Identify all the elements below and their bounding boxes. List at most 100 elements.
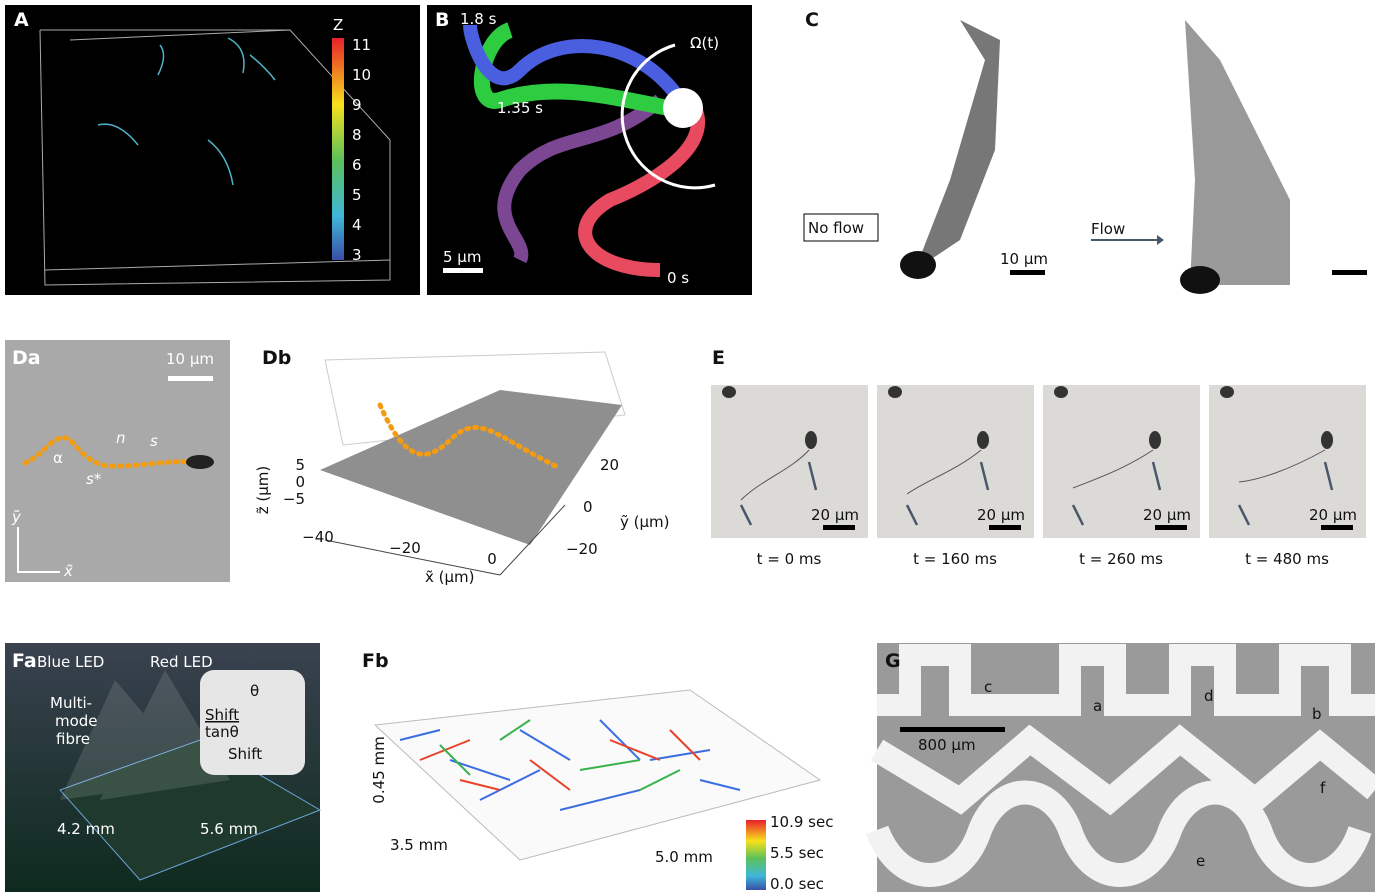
angle-label: θ bbox=[250, 682, 259, 700]
panel-b: B 1.8 s 1.35 s Ω(t) 5 µm 0 s bbox=[427, 5, 752, 295]
scale-label: 20 µm bbox=[811, 506, 859, 524]
colorbar-tick: 5 bbox=[352, 186, 362, 204]
head-cluster bbox=[1180, 266, 1220, 294]
panel-db: Db z̃ (µm) x̃ (µm) ỹ (µm) 50−5−40−200200… bbox=[254, 347, 670, 586]
dimension-label: 4.2 mm bbox=[57, 820, 115, 838]
scale-label: 10 µm bbox=[166, 350, 214, 368]
panel-label: Fa bbox=[12, 650, 37, 672]
flow-arrow bbox=[1157, 235, 1164, 245]
cell-head bbox=[722, 386, 736, 398]
cell-head bbox=[663, 88, 703, 128]
scale-bar bbox=[900, 727, 1005, 732]
scale-bar bbox=[443, 268, 483, 273]
dimension-label: 3.5 mm bbox=[390, 836, 448, 854]
y-tick-label: −20 bbox=[566, 540, 598, 558]
point-label: s* bbox=[86, 470, 102, 488]
cell-head bbox=[888, 386, 902, 398]
x-tick-label: −40 bbox=[302, 528, 334, 546]
scale-bar bbox=[989, 525, 1021, 530]
formula-label: Shift bbox=[205, 706, 239, 724]
cell-head bbox=[805, 431, 817, 449]
axis-label: ỹ (µm) bbox=[620, 513, 670, 531]
scale-bar bbox=[823, 525, 855, 530]
panel-label: E bbox=[712, 347, 725, 369]
scale-bar bbox=[1155, 525, 1187, 530]
marker-label: a bbox=[1093, 697, 1102, 715]
cell-head bbox=[1220, 386, 1234, 398]
plane bbox=[320, 390, 622, 545]
caption: t = 160 ms bbox=[913, 550, 997, 568]
colorbar-label: 0.0 sec bbox=[770, 875, 824, 893]
cell-head bbox=[977, 431, 989, 449]
panel-label: C bbox=[805, 9, 819, 31]
colorbar-tick: 9 bbox=[352, 96, 362, 114]
scale-label: 20 µm bbox=[977, 506, 1025, 524]
angle-label: α bbox=[53, 449, 63, 467]
axis-label: x̃ bbox=[63, 562, 73, 580]
channel bbox=[877, 655, 1375, 705]
colorbar-tick: 4 bbox=[352, 216, 362, 234]
x-tick-label: 0 bbox=[487, 550, 497, 568]
normal-label: n bbox=[116, 429, 126, 447]
y-tick-label: 20 bbox=[600, 456, 619, 474]
cell-head bbox=[1149, 431, 1161, 449]
scale-label: 20 µm bbox=[1143, 506, 1191, 524]
panel-label: Da bbox=[12, 347, 41, 369]
panel-fa: Fa Blue LED Red LED Multi- mode fibre θ … bbox=[5, 643, 320, 892]
panel-fb: Fb 0.45 mm 3.5 mm 5.0 mm 10.9 sec 5.5 se… bbox=[362, 650, 833, 893]
panel-label: G bbox=[885, 650, 901, 672]
panel-label: Fb bbox=[362, 650, 389, 672]
colorbar-label: 5.5 sec bbox=[770, 844, 824, 862]
colorbar bbox=[746, 820, 766, 890]
colorbar bbox=[332, 38, 344, 260]
scale-bar bbox=[168, 376, 213, 381]
scale-bar bbox=[1321, 525, 1353, 530]
formula-label: tanθ bbox=[205, 723, 239, 741]
scale-label: 5 µm bbox=[443, 248, 481, 266]
condition-label: Flow bbox=[1091, 220, 1125, 238]
axis-label: x̃ (µm) bbox=[425, 568, 475, 586]
condition-label: No flow bbox=[808, 219, 864, 237]
scale-bar bbox=[1010, 270, 1045, 275]
z-tick-label: −5 bbox=[283, 490, 305, 508]
marker-label: f bbox=[1320, 779, 1326, 797]
colorbar-label: 10.9 sec bbox=[770, 813, 833, 831]
cell-head bbox=[1054, 386, 1068, 398]
caption: t = 0 ms bbox=[757, 550, 822, 568]
y-tick-label: 0 bbox=[583, 498, 593, 516]
marker-label: d bbox=[1204, 687, 1214, 705]
cell-head bbox=[186, 455, 214, 469]
colorbar-tick: 3 bbox=[352, 246, 362, 264]
panel-label: A bbox=[14, 9, 29, 31]
z-tick-label: 5 bbox=[295, 456, 305, 474]
fibre-label: fibre bbox=[56, 730, 90, 748]
time-label: 0 s bbox=[667, 269, 689, 287]
source-label: Blue LED bbox=[37, 653, 104, 671]
panel-c: C No flow 10 µm Flow bbox=[804, 9, 1367, 294]
shift-label: Shift bbox=[228, 745, 262, 763]
omega-label: Ω(t) bbox=[690, 34, 719, 52]
cell-head bbox=[1321, 431, 1333, 449]
trail-cloud bbox=[1185, 20, 1290, 285]
panel-label: B bbox=[435, 9, 449, 31]
marker-label: c bbox=[984, 678, 992, 696]
scale-label: 20 µm bbox=[1309, 506, 1357, 524]
caption: t = 480 ms bbox=[1245, 550, 1329, 568]
scale-label: 10 µm bbox=[1000, 250, 1048, 268]
scale-label: 800 µm bbox=[918, 736, 976, 754]
panel-label: Db bbox=[262, 347, 291, 369]
dimension-label: 5.0 mm bbox=[655, 848, 713, 866]
z-tick-label: 0 bbox=[295, 473, 305, 491]
trail-cloud bbox=[915, 20, 1000, 270]
axis-label: ỹ bbox=[11, 508, 22, 526]
time-label: 1.35 s bbox=[497, 99, 543, 117]
caption: t = 260 ms bbox=[1079, 550, 1163, 568]
x-tick-label: −20 bbox=[389, 539, 421, 557]
marker-label: e bbox=[1196, 852, 1205, 870]
colorbar-tick: 11 bbox=[352, 36, 371, 54]
axis-label: z̃ (µm) bbox=[254, 466, 272, 515]
marker-label: b bbox=[1312, 705, 1322, 723]
head-cluster bbox=[900, 251, 936, 279]
panel-g: G 800 µm c a d b f e bbox=[877, 643, 1375, 892]
